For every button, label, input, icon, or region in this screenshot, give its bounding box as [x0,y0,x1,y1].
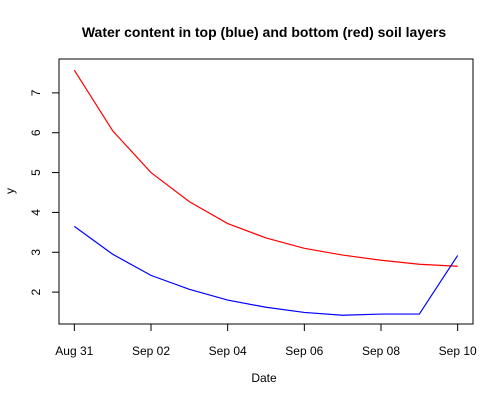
x-tick-label: Aug 31 [55,344,93,358]
x-tick-label: Sep 04 [209,344,247,358]
y-axis: 2 3 4 5 6 7 [29,89,60,295]
series-line-red [73,69,458,267]
y-tick-label: 7 [29,89,43,96]
x-tick-label: Sep 08 [362,344,400,358]
series-layer [73,69,459,316]
x-tick-label: Sep 02 [132,344,170,358]
x-axis-label: Date [251,371,277,385]
y-tick-label: 4 [29,209,43,216]
y-tick-label: 6 [29,129,43,136]
y-tick-label: 3 [29,249,43,256]
y-axis-label: y [3,188,17,194]
chart-title: Water content in top (blue) and bottom (… [82,24,446,40]
x-tick-label: Sep 06 [285,344,323,358]
y-tick-label: 5 [29,169,43,176]
plot-frame [58,58,474,325]
x-tick-label: Sep 10 [439,344,477,358]
y-tick-label: 2 [29,288,43,295]
series-line-blue [73,225,459,316]
x-axis: Aug 31 Sep 02 Sep 04 Sep 06 Sep 08 Sep 10 [55,323,477,358]
